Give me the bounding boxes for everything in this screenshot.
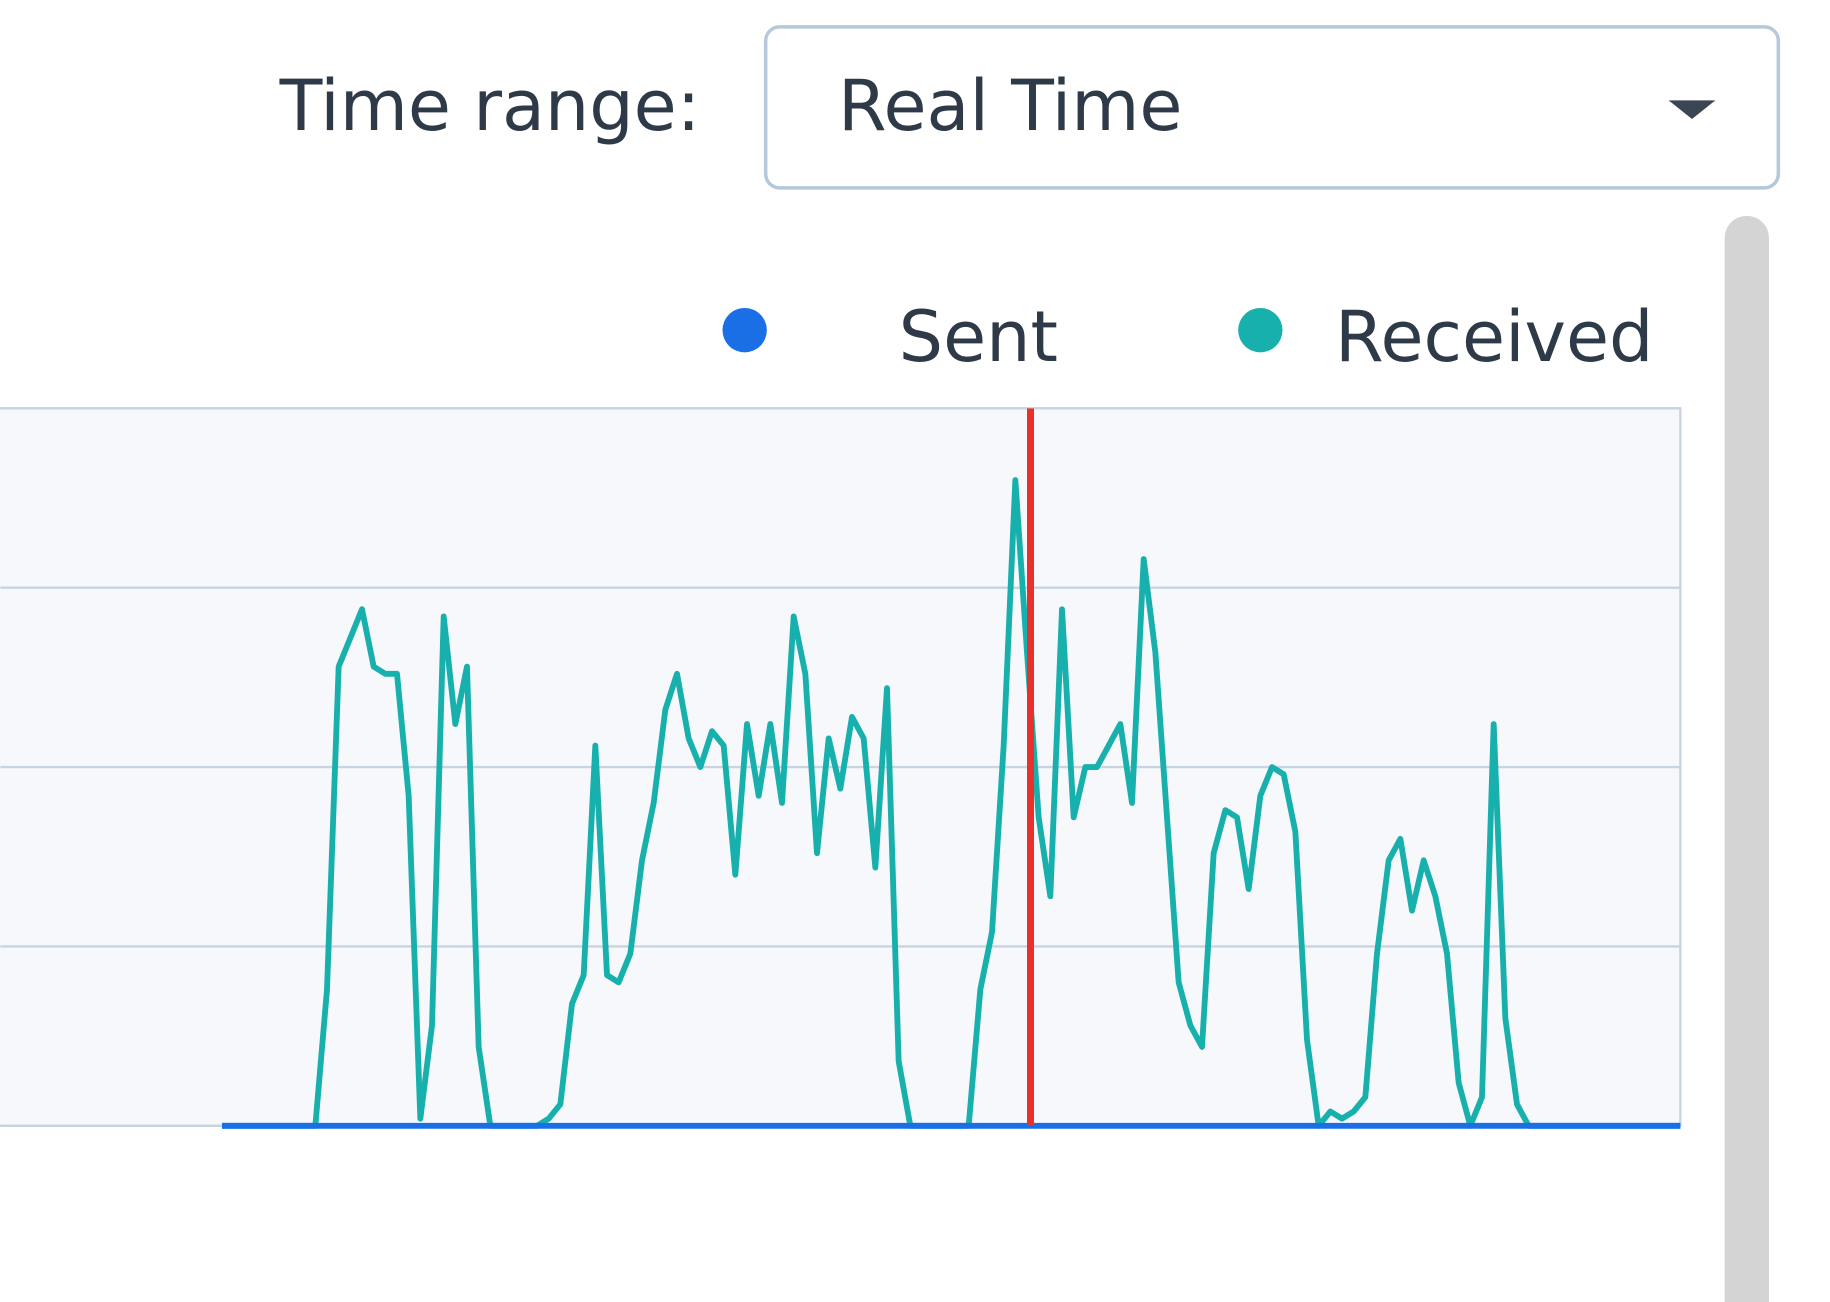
chart: Sent Received bbox=[0, 296, 1681, 1129]
select-value[interactable]: Real Time bbox=[838, 65, 1182, 147]
legend-label: Sent bbox=[899, 296, 1058, 378]
legend-marker bbox=[1238, 308, 1283, 353]
time-range-select[interactable]: Real Time bbox=[763, 25, 1781, 190]
scrollbar[interactable] bbox=[1724, 215, 1769, 1302]
legend-marker bbox=[722, 308, 767, 353]
time-range-label: Time range: bbox=[279, 65, 701, 147]
dropdown-caret[interactable] bbox=[1668, 100, 1716, 119]
select-box[interactable] bbox=[763, 25, 1781, 190]
legend-label: Received bbox=[1335, 296, 1654, 378]
